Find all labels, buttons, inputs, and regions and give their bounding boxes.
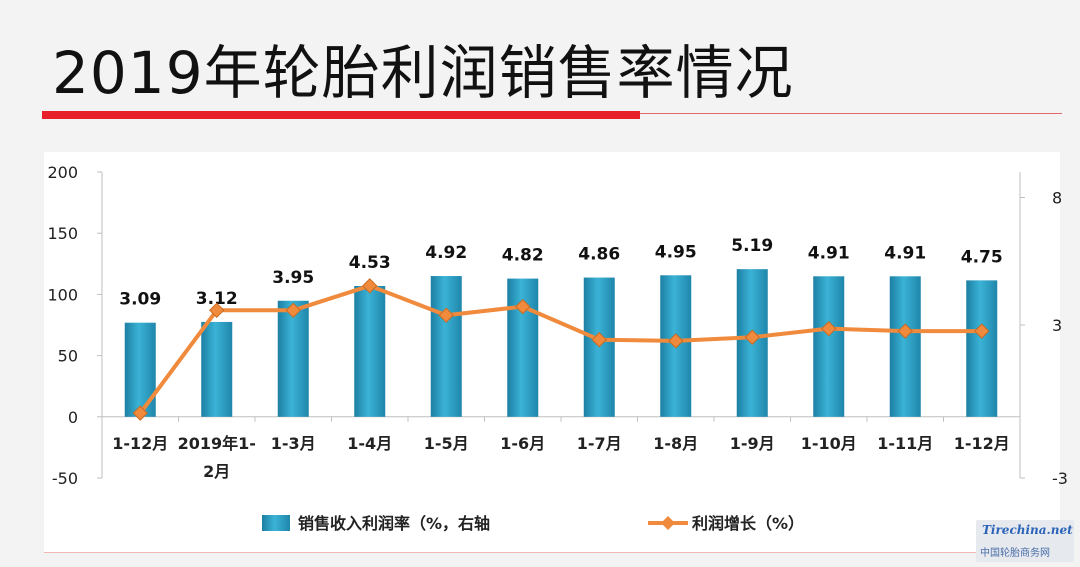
bar-11 (966, 280, 998, 417)
category-label: 1-8月 (653, 434, 698, 453)
bar-value-label: 4.75 (961, 247, 1003, 267)
watermark-text: 中国轮胎商务网 (980, 548, 1050, 559)
bar-value-label: 3.12 (196, 289, 238, 309)
bar-value-label: 3.95 (272, 268, 314, 288)
bar-1 (201, 321, 233, 417)
bar-value-label: 4.92 (425, 243, 467, 263)
category-label: 1-7月 (577, 434, 622, 453)
line-point-7 (668, 333, 684, 349)
bar-9 (813, 276, 845, 417)
bar-value-label: 4.91 (808, 243, 850, 263)
right-tick-label: 3 (1052, 316, 1062, 335)
watermark: Tirechina.net 中国轮胎商务网 (976, 520, 1074, 562)
line-point-8 (744, 329, 760, 345)
bar-4 (430, 276, 462, 417)
line-point-4 (438, 307, 454, 323)
bar-10 (889, 276, 921, 417)
category-label: 1-11月 (877, 434, 933, 453)
category-label: 2019年1- (178, 434, 256, 453)
left-tick-label: 50 (58, 347, 78, 366)
bar-value-label: 4.91 (884, 243, 926, 263)
category-label: 1-12月 (112, 434, 168, 453)
line-point-11 (974, 323, 990, 339)
category-label: 1-3月 (271, 434, 316, 453)
title-thin-rule (640, 113, 1062, 114)
page-title: 2019年轮胎利润销售率情况 (52, 39, 794, 107)
chart-bottom-rule (44, 552, 1060, 553)
bar-0 (124, 322, 156, 417)
profit-growth-line (138, 283, 982, 415)
legend-bar-swatch (262, 515, 290, 531)
legend-bar-label: 销售收入利润率（%，右轴 (298, 514, 490, 533)
left-tick-label: 0 (68, 408, 78, 427)
bar-3 (354, 285, 386, 417)
right-tick-label: -3 (1052, 469, 1068, 488)
bar-2 (277, 300, 309, 417)
category-label: 1-9月 (730, 434, 775, 453)
line-point-10 (897, 323, 913, 339)
bar-value-label: 4.86 (578, 245, 620, 265)
line-point-0 (132, 405, 148, 421)
bar-value-label: 4.82 (502, 246, 544, 266)
right-tick-label: 8 (1052, 189, 1062, 208)
left-tick-label: 150 (47, 224, 78, 243)
category-label: 1-4月 (347, 434, 392, 453)
bar-value-label: 4.95 (655, 242, 697, 262)
category-label: 2月 (203, 462, 230, 481)
legend-line-marker (661, 516, 675, 530)
line-point-3 (362, 278, 378, 294)
category-label: 1-12月 (954, 434, 1010, 453)
category-label: 1-6月 (500, 434, 545, 453)
line-point-2 (285, 302, 301, 319)
line-point-9 (821, 320, 837, 337)
legend-line-label: 利润增长（%） (692, 514, 804, 533)
line-point-6 (591, 331, 607, 348)
left-tick-label: 100 (47, 285, 78, 304)
line-point-1 (209, 302, 225, 319)
title-underline (42, 111, 640, 119)
bar-value-label: 3.09 (119, 290, 161, 310)
category-label: 1-10月 (801, 434, 857, 453)
left-tick-label: -50 (52, 469, 78, 488)
category-label: 1-5月 (424, 434, 469, 453)
bar-value-label: 5.19 (731, 236, 773, 256)
left-tick-label: 200 (47, 163, 78, 182)
line-point-5 (515, 298, 531, 315)
bar-value-label: 4.53 (349, 253, 391, 273)
watermark-logo: Tirechina.net (982, 523, 1073, 537)
